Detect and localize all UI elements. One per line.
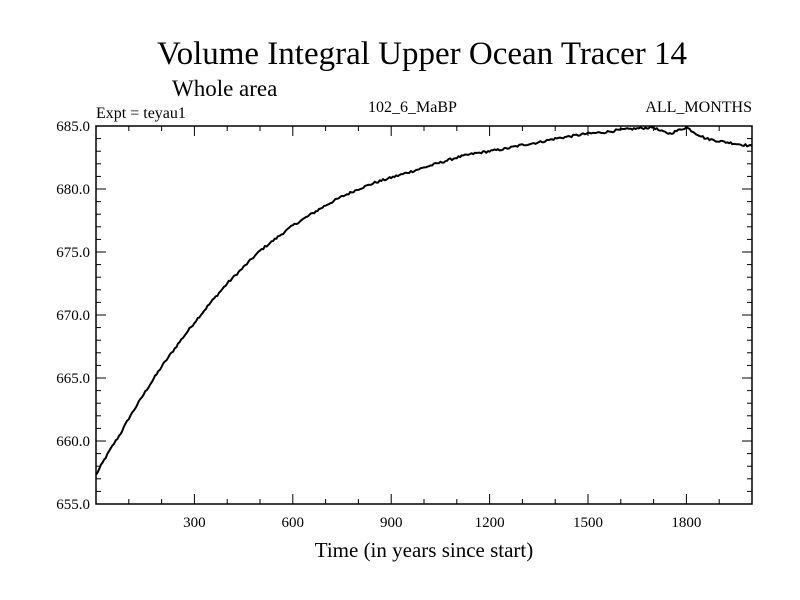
- months-label: ALL_MONTHS: [645, 99, 752, 116]
- plot-frame: [95, 125, 753, 505]
- run-label: 102_6_MaBP: [368, 99, 457, 116]
- y-tick-label: 675.0: [56, 245, 90, 261]
- expt-label: Expt = teyau1: [96, 105, 186, 122]
- x-tick-label: 300: [183, 515, 206, 531]
- y-tick-label: 685.0: [56, 119, 90, 135]
- data-line: [95, 125, 753, 476]
- y-tick-label: 665.0: [56, 371, 90, 387]
- y-axis: 655.0 660.0 665.0 670.0 675.0 680.0 685.0: [56, 119, 752, 513]
- x-tick-label: 600: [282, 515, 305, 531]
- y-tick-label: 680.0: [56, 182, 90, 198]
- x-tick-label: 1800: [671, 515, 701, 531]
- y-tick-label: 655.0: [56, 497, 90, 513]
- x-tick-label: 1500: [573, 515, 603, 531]
- y-tick-label: 660.0: [56, 434, 90, 450]
- x-axis-label: Time (in years since start): [315, 538, 534, 562]
- x-tick-label: 1200: [475, 515, 505, 531]
- x-axis: 300 600 900 1200 1500 1800: [128, 126, 720, 531]
- x-tick-label: 900: [380, 515, 403, 531]
- y-tick-label: 670.0: [56, 308, 90, 324]
- chart-subtitle: Whole area: [172, 76, 277, 101]
- chart-title: Volume Integral Upper Ocean Tracer 14: [157, 36, 687, 72]
